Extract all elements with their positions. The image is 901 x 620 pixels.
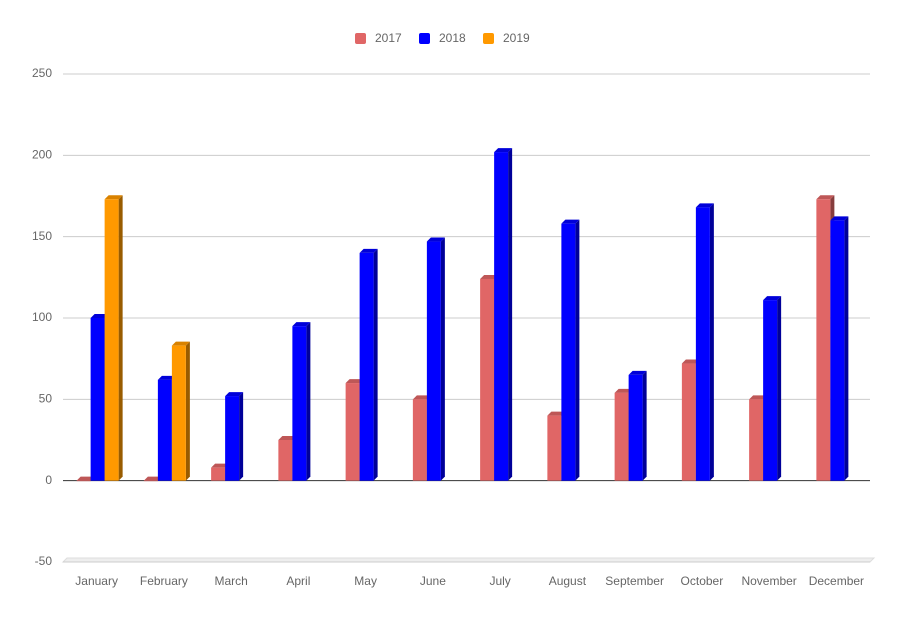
bar-side xyxy=(575,219,580,481)
floor xyxy=(61,557,876,563)
bar-top xyxy=(171,341,190,346)
bar xyxy=(292,326,307,481)
bar-side xyxy=(373,248,378,481)
bar xyxy=(749,399,764,481)
bar-top xyxy=(628,370,647,375)
bar-side xyxy=(709,203,714,481)
bar xyxy=(157,379,172,481)
bar xyxy=(171,345,186,481)
bar xyxy=(104,199,119,481)
bar-top xyxy=(359,248,378,253)
y-tick-label: -50 xyxy=(35,554,53,568)
bar xyxy=(695,207,710,481)
bar xyxy=(561,223,576,481)
bar-side xyxy=(508,148,513,481)
bar xyxy=(211,467,226,481)
bar-side xyxy=(239,392,244,481)
bar-top xyxy=(480,274,499,279)
bar-top xyxy=(211,463,230,468)
y-tick-label: 50 xyxy=(39,392,53,406)
bar-top xyxy=(614,388,633,393)
bar-side xyxy=(440,237,445,481)
bar-top xyxy=(426,237,445,242)
bar xyxy=(225,396,240,481)
bar xyxy=(681,363,696,481)
legend-swatch xyxy=(483,33,494,44)
bar-top xyxy=(292,322,311,327)
x-tick-label: November xyxy=(741,574,796,588)
bar xyxy=(359,252,374,481)
bar-side xyxy=(306,322,311,481)
bar-side xyxy=(642,370,647,481)
bar-side xyxy=(777,296,782,481)
bar xyxy=(547,415,562,481)
bar-top xyxy=(681,359,700,364)
bar-top xyxy=(104,195,123,200)
x-tick-label: December xyxy=(809,574,864,588)
bar-top xyxy=(278,436,297,440)
bar-top xyxy=(830,216,849,221)
x-tick-label: March xyxy=(214,574,247,588)
bar-top xyxy=(76,476,95,481)
bar-top xyxy=(547,411,566,416)
bar-top xyxy=(225,392,244,397)
bar-side xyxy=(844,216,849,481)
bar xyxy=(90,318,105,481)
bar xyxy=(76,480,91,482)
bar-top xyxy=(749,395,768,400)
y-tick-label: 250 xyxy=(32,66,52,80)
bar-top xyxy=(412,395,431,400)
bar xyxy=(763,300,778,481)
y-tick-label: 100 xyxy=(32,310,52,324)
x-tick-label: April xyxy=(286,574,310,588)
bar xyxy=(816,199,831,481)
x-tick-label: February xyxy=(140,574,188,588)
bar-top xyxy=(345,379,364,384)
bar-top xyxy=(90,314,109,318)
bar-top xyxy=(494,148,513,153)
bar xyxy=(412,399,427,481)
x-tick-label: September xyxy=(605,574,664,588)
bar-top xyxy=(143,476,162,481)
x-tick-label: October xyxy=(681,574,724,588)
bar-side xyxy=(185,341,190,481)
legend-label: 2018 xyxy=(439,31,466,45)
bar-top xyxy=(763,296,782,301)
x-tick-label: July xyxy=(489,574,510,588)
bar-side xyxy=(118,195,123,481)
bar xyxy=(345,383,360,481)
bar-top xyxy=(695,203,714,208)
bar xyxy=(278,440,293,481)
legend-label: 2017 xyxy=(375,31,402,45)
bar xyxy=(480,278,495,481)
bar-top xyxy=(561,219,580,224)
y-tick-label: 150 xyxy=(32,229,52,243)
bar xyxy=(143,480,158,482)
bar xyxy=(614,392,629,481)
legend-swatch xyxy=(355,33,366,44)
bar xyxy=(830,220,845,481)
bar-top xyxy=(816,195,835,200)
x-tick-label: January xyxy=(75,574,118,588)
y-tick-label: 200 xyxy=(32,148,52,162)
x-tick-label: August xyxy=(549,574,587,588)
bar-top xyxy=(157,375,176,380)
legend-label: 2019 xyxy=(503,31,530,45)
bar xyxy=(628,374,643,481)
bar xyxy=(426,241,441,481)
x-tick-label: May xyxy=(354,574,377,588)
bar xyxy=(494,152,509,481)
y-tick-label: 0 xyxy=(45,473,52,487)
x-tick-label: June xyxy=(420,574,446,588)
legend-swatch xyxy=(419,33,430,44)
